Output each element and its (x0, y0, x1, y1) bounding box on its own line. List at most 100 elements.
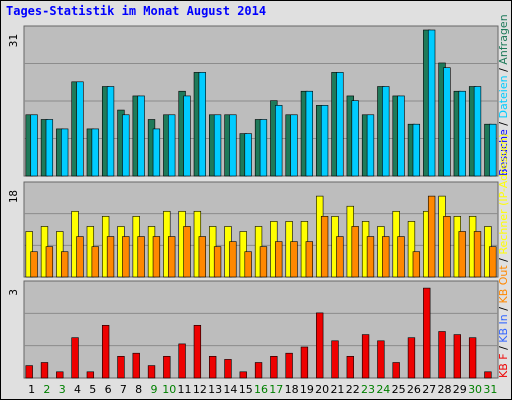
y-max-label-middle: 18 (7, 190, 20, 203)
bar-top-dateien-20 (320, 105, 329, 177)
side-legend: Besuche / Dateien / Anfragen (497, 14, 510, 176)
bar-bottom-kbf-25 (392, 362, 400, 379)
bar-middle-kbout-20 (320, 216, 329, 278)
legend-entry: KB Out (497, 265, 510, 304)
bar-middle-kbout-18 (290, 241, 298, 278)
bar-top-dateien-11 (183, 95, 191, 177)
bar-middle-kbout-19 (305, 241, 313, 278)
bar-middle-kbout-7 (122, 236, 130, 278)
bar-middle-kbout-16 (259, 246, 268, 278)
x-tick-label-23: 23 (361, 383, 375, 396)
x-tick-label-27: 27 (422, 383, 436, 396)
bar-top-dateien-13 (213, 114, 222, 177)
bar-bottom-kbf-20 (316, 312, 324, 379)
bar-bottom-kbf-6 (101, 324, 110, 379)
bar-bottom-kbf-9 (147, 365, 156, 379)
x-tick-label-6: 6 (105, 383, 112, 396)
bar-bottom-kbf-1 (25, 365, 33, 379)
x-tick-label-9: 9 (150, 383, 157, 396)
bar-bottom-kbf-29 (453, 334, 461, 379)
page-title: Tages-Statistik im Monat August 2014 (6, 4, 267, 18)
bar-top-dateien-10 (168, 114, 176, 177)
bar-top-dateien-1 (30, 114, 38, 177)
bar-top-dateien-22 (351, 100, 359, 177)
bar-middle-kbout-8 (137, 236, 145, 278)
bar-middle-kbout-30 (473, 231, 482, 278)
bar-top-dateien-18 (290, 114, 298, 177)
bar-top-dateien-27 (427, 29, 436, 177)
bar-bottom-kbf-23 (361, 334, 370, 379)
bar-bottom-kbf-12 (193, 324, 202, 379)
legend-entry: Besuche (497, 129, 510, 176)
x-tick-label-7: 7 (120, 383, 127, 396)
x-tick-label-5: 5 (89, 383, 96, 396)
bar-top-dateien-5 (91, 128, 99, 177)
bar-top-dateien-28 (443, 67, 451, 177)
x-tick-label-8: 8 (135, 383, 142, 396)
legend-entry: Rechner (IP-Adressen) (497, 133, 510, 254)
bar-top-dateien-29 (458, 90, 466, 177)
x-tick-label-24: 24 (376, 383, 390, 396)
x-tick-label-13: 13 (208, 383, 222, 396)
bar-middle-kbout-22 (351, 226, 359, 278)
x-tick-label-3: 3 (59, 383, 66, 396)
bar-middle-kbout-4 (76, 236, 84, 278)
bar-middle-kbout-27 (427, 195, 436, 278)
bar-top-dateien-17 (275, 105, 283, 177)
bar-top-dateien-6 (106, 86, 115, 177)
bar-middle-kbout-31 (489, 246, 497, 278)
bar-top-dateien-30 (473, 86, 482, 177)
bar-top-dateien-2 (45, 119, 54, 177)
bar-bottom-kbf-2 (40, 362, 49, 379)
bar-bottom-kbf-24 (377, 340, 385, 379)
x-tick-label-17: 17 (269, 383, 283, 396)
bar-top-dateien-15 (244, 133, 252, 177)
bar-middle-kbout-5 (91, 246, 99, 278)
bar-bottom-kbf-31 (484, 371, 492, 379)
bar-bottom-kbf-16 (254, 362, 263, 379)
bar-bottom-kbf-14 (224, 359, 232, 379)
bar-top-dateien-21 (336, 72, 344, 177)
bar-bottom-kbf-21 (331, 340, 339, 379)
legend-separator: / (497, 343, 510, 354)
bar-bottom-kbf-30 (468, 337, 477, 379)
legend-entry: KB In (497, 314, 510, 343)
x-tick-label-2: 2 (43, 383, 50, 396)
bar-top-dateien-9 (152, 128, 161, 177)
x-tick-label-30: 30 (468, 383, 482, 396)
bar-top-dateien-14 (229, 114, 237, 177)
x-tick-label-21: 21 (330, 383, 344, 396)
y-max-label-top: 31 (7, 34, 20, 47)
bar-middle-kbout-17 (275, 241, 283, 278)
x-tick-label-1: 1 (28, 383, 35, 396)
bar-middle-kbout-14 (229, 241, 237, 278)
legend-separator: / (497, 304, 510, 315)
bar-bottom-kbf-27 (423, 287, 431, 379)
bar-middle-kbout-9 (152, 236, 161, 278)
bar-bottom-kbf-5 (86, 371, 95, 379)
bar-middle-kbout-25 (397, 236, 405, 278)
bar-middle-kbout-24 (382, 236, 390, 278)
bar-bottom-kbf-17 (270, 355, 278, 379)
bar-middle-kbout-12 (198, 236, 206, 278)
x-tick-label-16: 16 (254, 383, 268, 396)
bar-bottom-kbf-28 (438, 331, 446, 379)
x-tick-label-19: 19 (300, 383, 314, 396)
bar-bottom-kbf-18 (285, 352, 293, 379)
x-tick-label-28: 28 (437, 383, 451, 396)
x-tick-label-31: 31 (483, 383, 497, 396)
bar-middle-kbout-15 (244, 251, 252, 278)
bar-top-dateien-19 (305, 90, 313, 177)
x-tick-label-26: 26 (407, 383, 421, 396)
legend-separator: / (497, 65, 510, 76)
y-max-label-bottom: 3 (7, 289, 20, 296)
bar-middle-kbout-23 (366, 236, 375, 278)
legend-separator: / (497, 118, 510, 129)
bar-bottom-kbf-8 (132, 352, 140, 379)
bar-bottom-kbf-22 (346, 355, 354, 379)
bar-middle-kbout-21 (336, 236, 344, 278)
bar-middle-kbout-29 (458, 231, 466, 278)
bar-bottom-kbf-26 (407, 337, 416, 379)
bar-top-dateien-3 (61, 128, 69, 177)
bar-bottom-kbf-15 (239, 371, 247, 379)
